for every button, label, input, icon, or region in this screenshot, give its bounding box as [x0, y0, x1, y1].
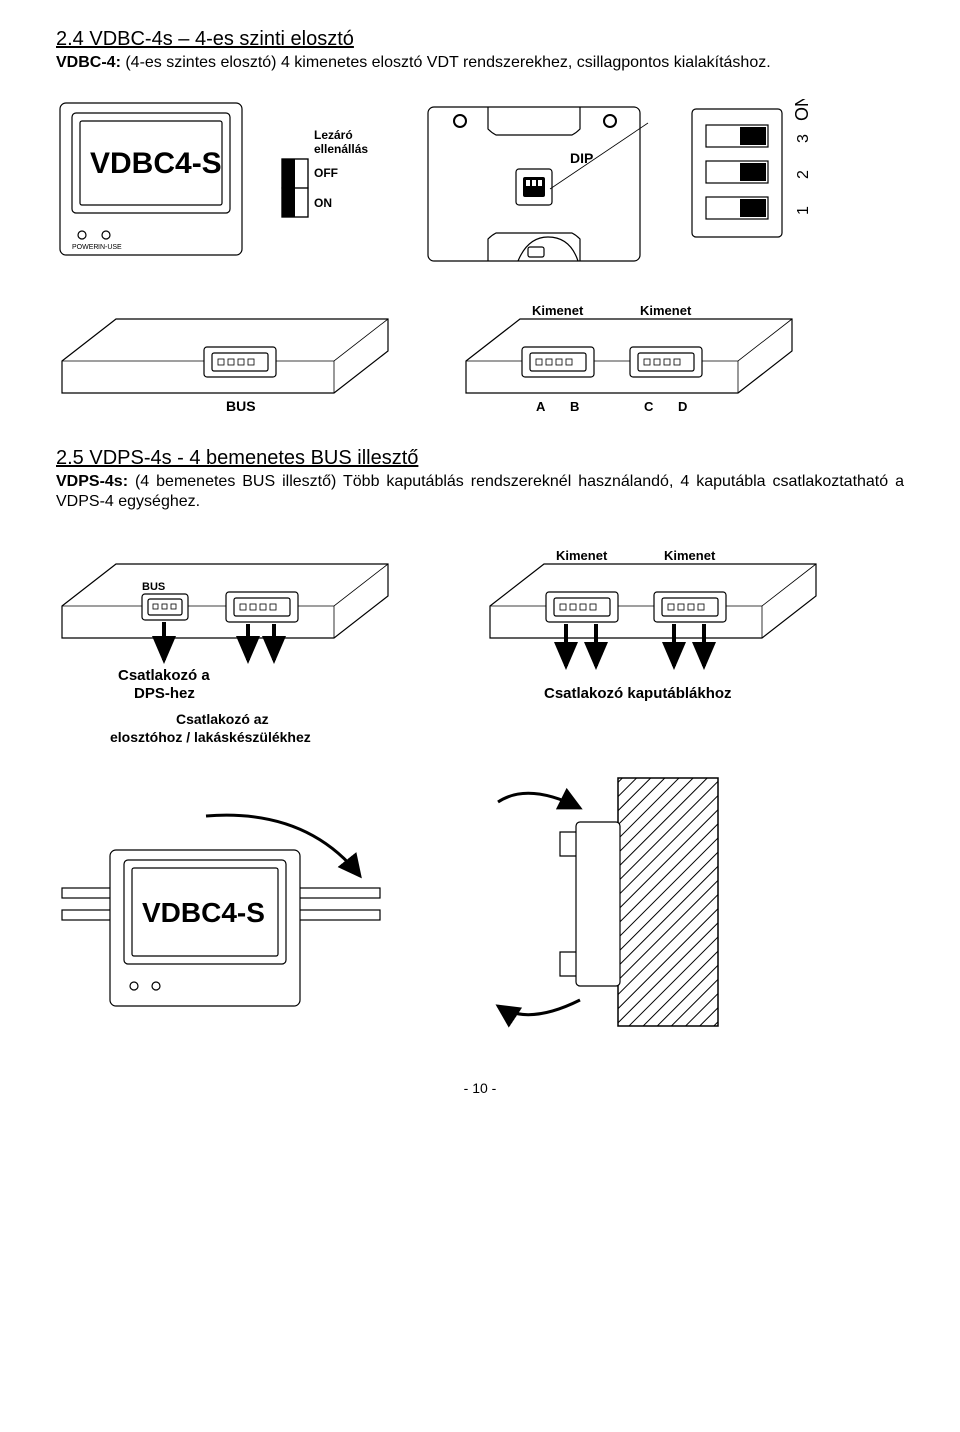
cd-d: D	[678, 399, 687, 414]
row-1: VDBC4-S POWER IN-USE Lezáró ellenállás O…	[56, 99, 904, 269]
kimenet-2: Kimenet	[640, 303, 692, 318]
vdps4s-bold: VDPS-4s:	[56, 473, 128, 490]
dps-back-icon: BUS Csatlakozó a DPS-hez Csatlakozó az e…	[56, 538, 436, 748]
section-2-4-heading: 2.4 VDBC-4s – 4-es szinti elosztó	[56, 28, 904, 51]
dip-2: 2	[795, 170, 812, 179]
row-2: BUS Kimenet Kimenet A B C D	[56, 293, 904, 423]
sw-t1: Lezáró	[314, 128, 353, 142]
dip-label: DIP	[570, 150, 593, 166]
dip-1: 1	[795, 206, 812, 215]
sw-t2: ellenállás	[314, 142, 368, 156]
back-kimenet-icon: Kimenet Kimenet A B C D	[460, 293, 800, 423]
termination-switch-icon: Lezáró ellenállás OFF ON	[278, 99, 388, 259]
section-2-4-body: VDBC-4: (4-es szintes elosztó) 4 kimenet…	[56, 53, 904, 73]
kimenet-1: Kimenet	[532, 303, 584, 318]
door-back-icon: Kimenet Kimenet A B C D Csatlakozó kaput…	[484, 538, 864, 748]
vdps4s-rest: (4 bemenetes BUS illesztő) Több kaputábl…	[56, 473, 904, 510]
model-label: VDBC4-S	[90, 147, 222, 180]
dip-on-label: ON	[792, 99, 812, 121]
bus-label2: BUS	[142, 581, 165, 593]
vdbc4-bold: VDBC-4:	[56, 54, 121, 71]
led-inuse-label: IN-USE	[98, 244, 122, 251]
kimenet-2b: Kimenet	[664, 548, 716, 563]
page-number: - 10 -	[56, 1080, 904, 1096]
csat-dist2: elosztóhoz / lakáskészülékhez	[110, 729, 311, 745]
dip-closeup-icon: ON 3 2 1	[682, 99, 822, 249]
ab-b: B	[570, 399, 579, 414]
rail-model: VDBC4-S	[142, 897, 265, 928]
bus-label: BUS	[226, 398, 256, 414]
sw-on: ON	[314, 196, 332, 210]
back-bus-icon: BUS	[56, 293, 396, 423]
ab-a: A	[536, 399, 546, 414]
din-module-icon: DIP	[420, 99, 650, 269]
led-power-label: POWER	[72, 244, 98, 251]
row-4: VDBC4-S	[56, 772, 904, 1032]
section-2-5-heading: 2.5 VDPS-4s - 4 bemenetes BUS illesztő	[56, 447, 904, 470]
row-3: BUS Csatlakozó a DPS-hez Csatlakozó az e…	[56, 538, 904, 748]
wall-mount-icon	[458, 772, 758, 1032]
csat-dps2: DPS-hez	[134, 685, 195, 702]
csat-dps1: Csatlakozó a	[118, 667, 210, 684]
csat-door: Csatlakozó kaputáblákhoz	[544, 685, 732, 702]
din-rail-mount-icon: VDBC4-S	[56, 802, 386, 1032]
vdbc4s-front-icon: VDBC4-S POWER IN-USE	[56, 99, 246, 259]
csat-dist1: Csatlakozó az	[176, 711, 269, 727]
sw-off: OFF	[314, 166, 338, 180]
dip-3: 3	[795, 134, 812, 143]
section-2-5-body: VDPS-4s: (4 bemenetes BUS illesztő) Több…	[56, 472, 904, 512]
vdbc4-rest: (4-es szintes elosztó) 4 kimenetes elosz…	[121, 54, 771, 71]
kimenet-1b: Kimenet	[556, 548, 608, 563]
cd-c: C	[644, 399, 654, 414]
